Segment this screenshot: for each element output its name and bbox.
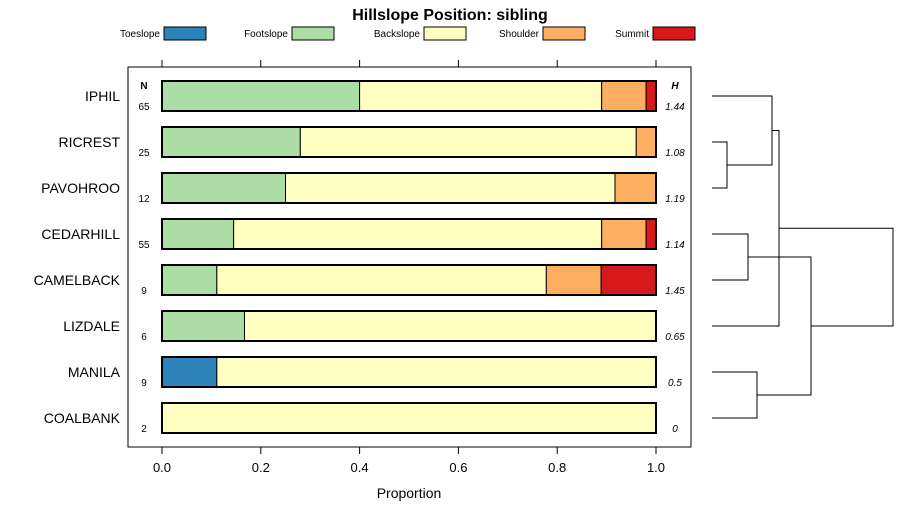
row-label-manila: MANILA [68, 364, 121, 380]
bar-segment-pavohroo-shoulder [614, 172, 657, 204]
x-axis-title: Proportion [377, 485, 442, 501]
h-value-iphil: 1.44 [665, 102, 685, 113]
row-label-ricrest: RICREST [59, 134, 121, 150]
bar-segment-lizdale-backslope [243, 310, 657, 342]
bar-segment-lizdale-footslope [161, 310, 245, 342]
legend: Toeslope Footslope Backslope Shoulder Summit [120, 26, 696, 41]
bar-outline-cedarhill [161, 218, 657, 250]
x-tick-label-3: 0.6 [449, 460, 467, 475]
h-value-ricrest: 1.08 [665, 148, 685, 159]
bar-segment-ricrest-backslope [299, 126, 637, 158]
row-label-lizdale: LIZDALE [63, 318, 120, 334]
bar-segment-cedarhill-backslope [233, 218, 603, 250]
bar-segment-ricrest-footslope [161, 126, 301, 158]
plot-frame [127, 66, 692, 448]
h-header: H [671, 81, 679, 92]
bar-segment-iphil-summit [645, 80, 657, 112]
x-tick-label-4: 0.8 [548, 460, 566, 475]
bar-segment-manila-backslope [216, 356, 657, 388]
dendrogram-branch-15 [779, 227, 894, 327]
x-tick-label-1: 0.2 [252, 460, 270, 475]
bar-segment-cedarhill-shoulder [601, 218, 647, 250]
x-tick-label-5: 1.0 [647, 460, 665, 475]
legend-swatch-footslope [291, 26, 335, 41]
n-value-camelback: 9 [141, 286, 147, 297]
bar-rows: IPHIL 65 1.44 RICREST 25 1.08 PAVOHROO 12 1.19 CE… [34, 80, 685, 435]
row-label-cedarhill: CEDARHILL [41, 226, 120, 242]
legend-label-backslope: Backslope [374, 29, 421, 40]
bar-segment-camelback-shoulder [545, 264, 602, 296]
bar-segment-cedarhill-footslope [161, 218, 235, 250]
h-value-pavohroo: 1.19 [665, 194, 685, 205]
dendrogram-branch-10 [712, 233, 749, 281]
row-label-camelback: CAMELBACK [34, 272, 121, 288]
x-tick-label-0: 0.0 [153, 460, 171, 475]
legend-label-footslope: Footslope [244, 29, 288, 40]
bar-outline-manila [161, 356, 657, 388]
h-value-camelback: 1.45 [665, 286, 685, 297]
x-tick-label-2: 0.4 [351, 460, 369, 475]
h-value-coalbank: 0 [672, 424, 678, 435]
dendrogram [712, 95, 894, 419]
h-value-manila: 0.5 [668, 378, 682, 389]
h-value-cedarhill: 1.14 [665, 240, 685, 251]
row-label-iphil: IPHIL [85, 88, 120, 104]
bar-outline-pavohroo [161, 172, 657, 204]
dendrogram-branch-12 [712, 371, 758, 419]
bar-segment-camelback-backslope [216, 264, 547, 296]
legend-label-toeslope: Toeslope [120, 29, 160, 40]
legend-swatch-toeslope [163, 26, 207, 41]
bar-outline-camelback [161, 264, 657, 296]
bar-segment-cedarhill-summit [645, 218, 657, 250]
legend-label-shoulder: Shoulder [499, 29, 540, 40]
chart-title: Hillslope Position: sibling [352, 7, 548, 24]
bar-outline-iphil [161, 80, 657, 112]
legend-swatch-summit [652, 26, 696, 41]
n-value-pavohroo: 12 [138, 194, 150, 205]
row-label-pavohroo: PAVOHROO [41, 180, 120, 196]
legend-swatch-shoulder [542, 26, 586, 41]
n-value-ricrest: 25 [138, 148, 150, 159]
bar-outline-lizdale [161, 310, 657, 342]
h-value-lizdale: 0.65 [665, 332, 685, 343]
bar-outline-ricrest [161, 126, 657, 158]
legend-swatch-backslope [423, 26, 467, 41]
bar-segment-camelback-summit [600, 264, 657, 296]
bar-segment-coalbank-backslope [161, 402, 657, 434]
dendrogram-branch-11 [712, 95, 773, 166]
bar-segment-camelback-footslope [161, 264, 218, 296]
bar-segment-pavohroo-footslope [161, 172, 286, 204]
n-value-iphil: 65 [138, 102, 150, 113]
bar-segment-iphil-shoulder [601, 80, 647, 112]
bar-segment-pavohroo-backslope [285, 172, 616, 204]
dendrogram-branch-9 [712, 141, 728, 189]
bar-segment-iphil-backslope [359, 80, 603, 112]
n-header: N [140, 81, 147, 92]
bar-segment-iphil-footslope [161, 80, 361, 112]
bar-outline-coalbank [161, 402, 657, 434]
n-value-lizdale: 6 [141, 332, 147, 343]
dendrogram-branch-13 [712, 130, 780, 327]
bar-segment-manila-toeslope [161, 356, 218, 388]
legend-label-summit: Summit [615, 29, 649, 40]
row-label-coalbank: COALBANK [44, 410, 121, 426]
n-value-coalbank: 2 [141, 424, 147, 435]
bar-segment-ricrest-shoulder [635, 126, 657, 158]
n-value-cedarhill: 55 [138, 240, 150, 251]
axes: 0.0 0.2 0.4 0.6 0.8 1.0 [153, 60, 665, 475]
n-value-manila: 9 [141, 378, 147, 389]
